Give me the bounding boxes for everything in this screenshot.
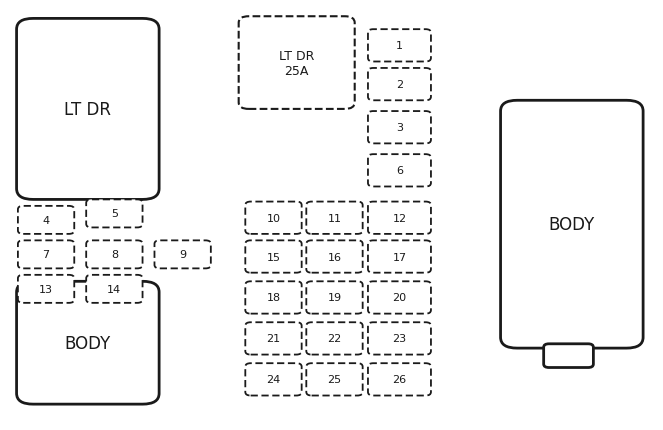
Text: 17: 17 [392, 252, 406, 262]
FancyBboxPatch shape [368, 363, 431, 396]
FancyBboxPatch shape [368, 155, 431, 187]
Text: 23: 23 [392, 334, 406, 344]
Text: 13: 13 [39, 284, 53, 294]
FancyBboxPatch shape [17, 282, 159, 404]
FancyBboxPatch shape [86, 241, 143, 269]
FancyBboxPatch shape [18, 206, 74, 234]
FancyBboxPatch shape [245, 363, 302, 396]
Text: 18: 18 [267, 293, 280, 303]
FancyBboxPatch shape [306, 241, 363, 273]
FancyBboxPatch shape [18, 241, 74, 269]
FancyBboxPatch shape [245, 282, 302, 314]
Text: 12: 12 [392, 213, 406, 223]
Text: 20: 20 [392, 293, 406, 303]
Text: 5: 5 [111, 209, 118, 219]
Text: 6: 6 [396, 166, 403, 176]
Text: BODY: BODY [549, 216, 595, 233]
Text: 24: 24 [267, 375, 280, 384]
Text: 10: 10 [267, 213, 280, 223]
Text: 19: 19 [328, 293, 341, 303]
FancyBboxPatch shape [245, 322, 302, 355]
Text: 11: 11 [328, 213, 341, 223]
Text: 14: 14 [107, 284, 121, 294]
FancyBboxPatch shape [368, 282, 431, 314]
Text: 22: 22 [328, 334, 341, 344]
FancyBboxPatch shape [245, 241, 302, 273]
FancyBboxPatch shape [368, 241, 431, 273]
Text: 4: 4 [42, 215, 50, 225]
FancyBboxPatch shape [501, 101, 643, 348]
Text: BODY: BODY [65, 334, 111, 352]
Text: 1: 1 [396, 41, 403, 51]
Text: 21: 21 [267, 334, 280, 344]
FancyBboxPatch shape [86, 275, 143, 303]
Text: 2: 2 [396, 80, 403, 90]
FancyBboxPatch shape [18, 275, 74, 303]
Text: 25: 25 [328, 375, 341, 384]
FancyBboxPatch shape [544, 344, 593, 368]
FancyBboxPatch shape [368, 30, 431, 62]
Text: 15: 15 [267, 252, 280, 262]
FancyBboxPatch shape [17, 19, 159, 200]
FancyBboxPatch shape [86, 200, 143, 228]
Text: 8: 8 [111, 250, 118, 260]
Text: 16: 16 [328, 252, 341, 262]
FancyBboxPatch shape [368, 202, 431, 234]
Text: 3: 3 [396, 123, 403, 133]
FancyBboxPatch shape [154, 241, 211, 269]
FancyBboxPatch shape [239, 17, 355, 110]
FancyBboxPatch shape [368, 112, 431, 144]
Text: LT DR
25A: LT DR 25A [279, 49, 314, 77]
FancyBboxPatch shape [306, 322, 363, 355]
FancyBboxPatch shape [245, 202, 302, 234]
FancyBboxPatch shape [368, 322, 431, 355]
Text: 7: 7 [42, 250, 50, 260]
FancyBboxPatch shape [306, 282, 363, 314]
Text: LT DR: LT DR [64, 101, 111, 119]
Text: 26: 26 [392, 375, 406, 384]
FancyBboxPatch shape [306, 363, 363, 396]
Text: 9: 9 [179, 250, 186, 260]
FancyBboxPatch shape [368, 69, 431, 101]
FancyBboxPatch shape [306, 202, 363, 234]
